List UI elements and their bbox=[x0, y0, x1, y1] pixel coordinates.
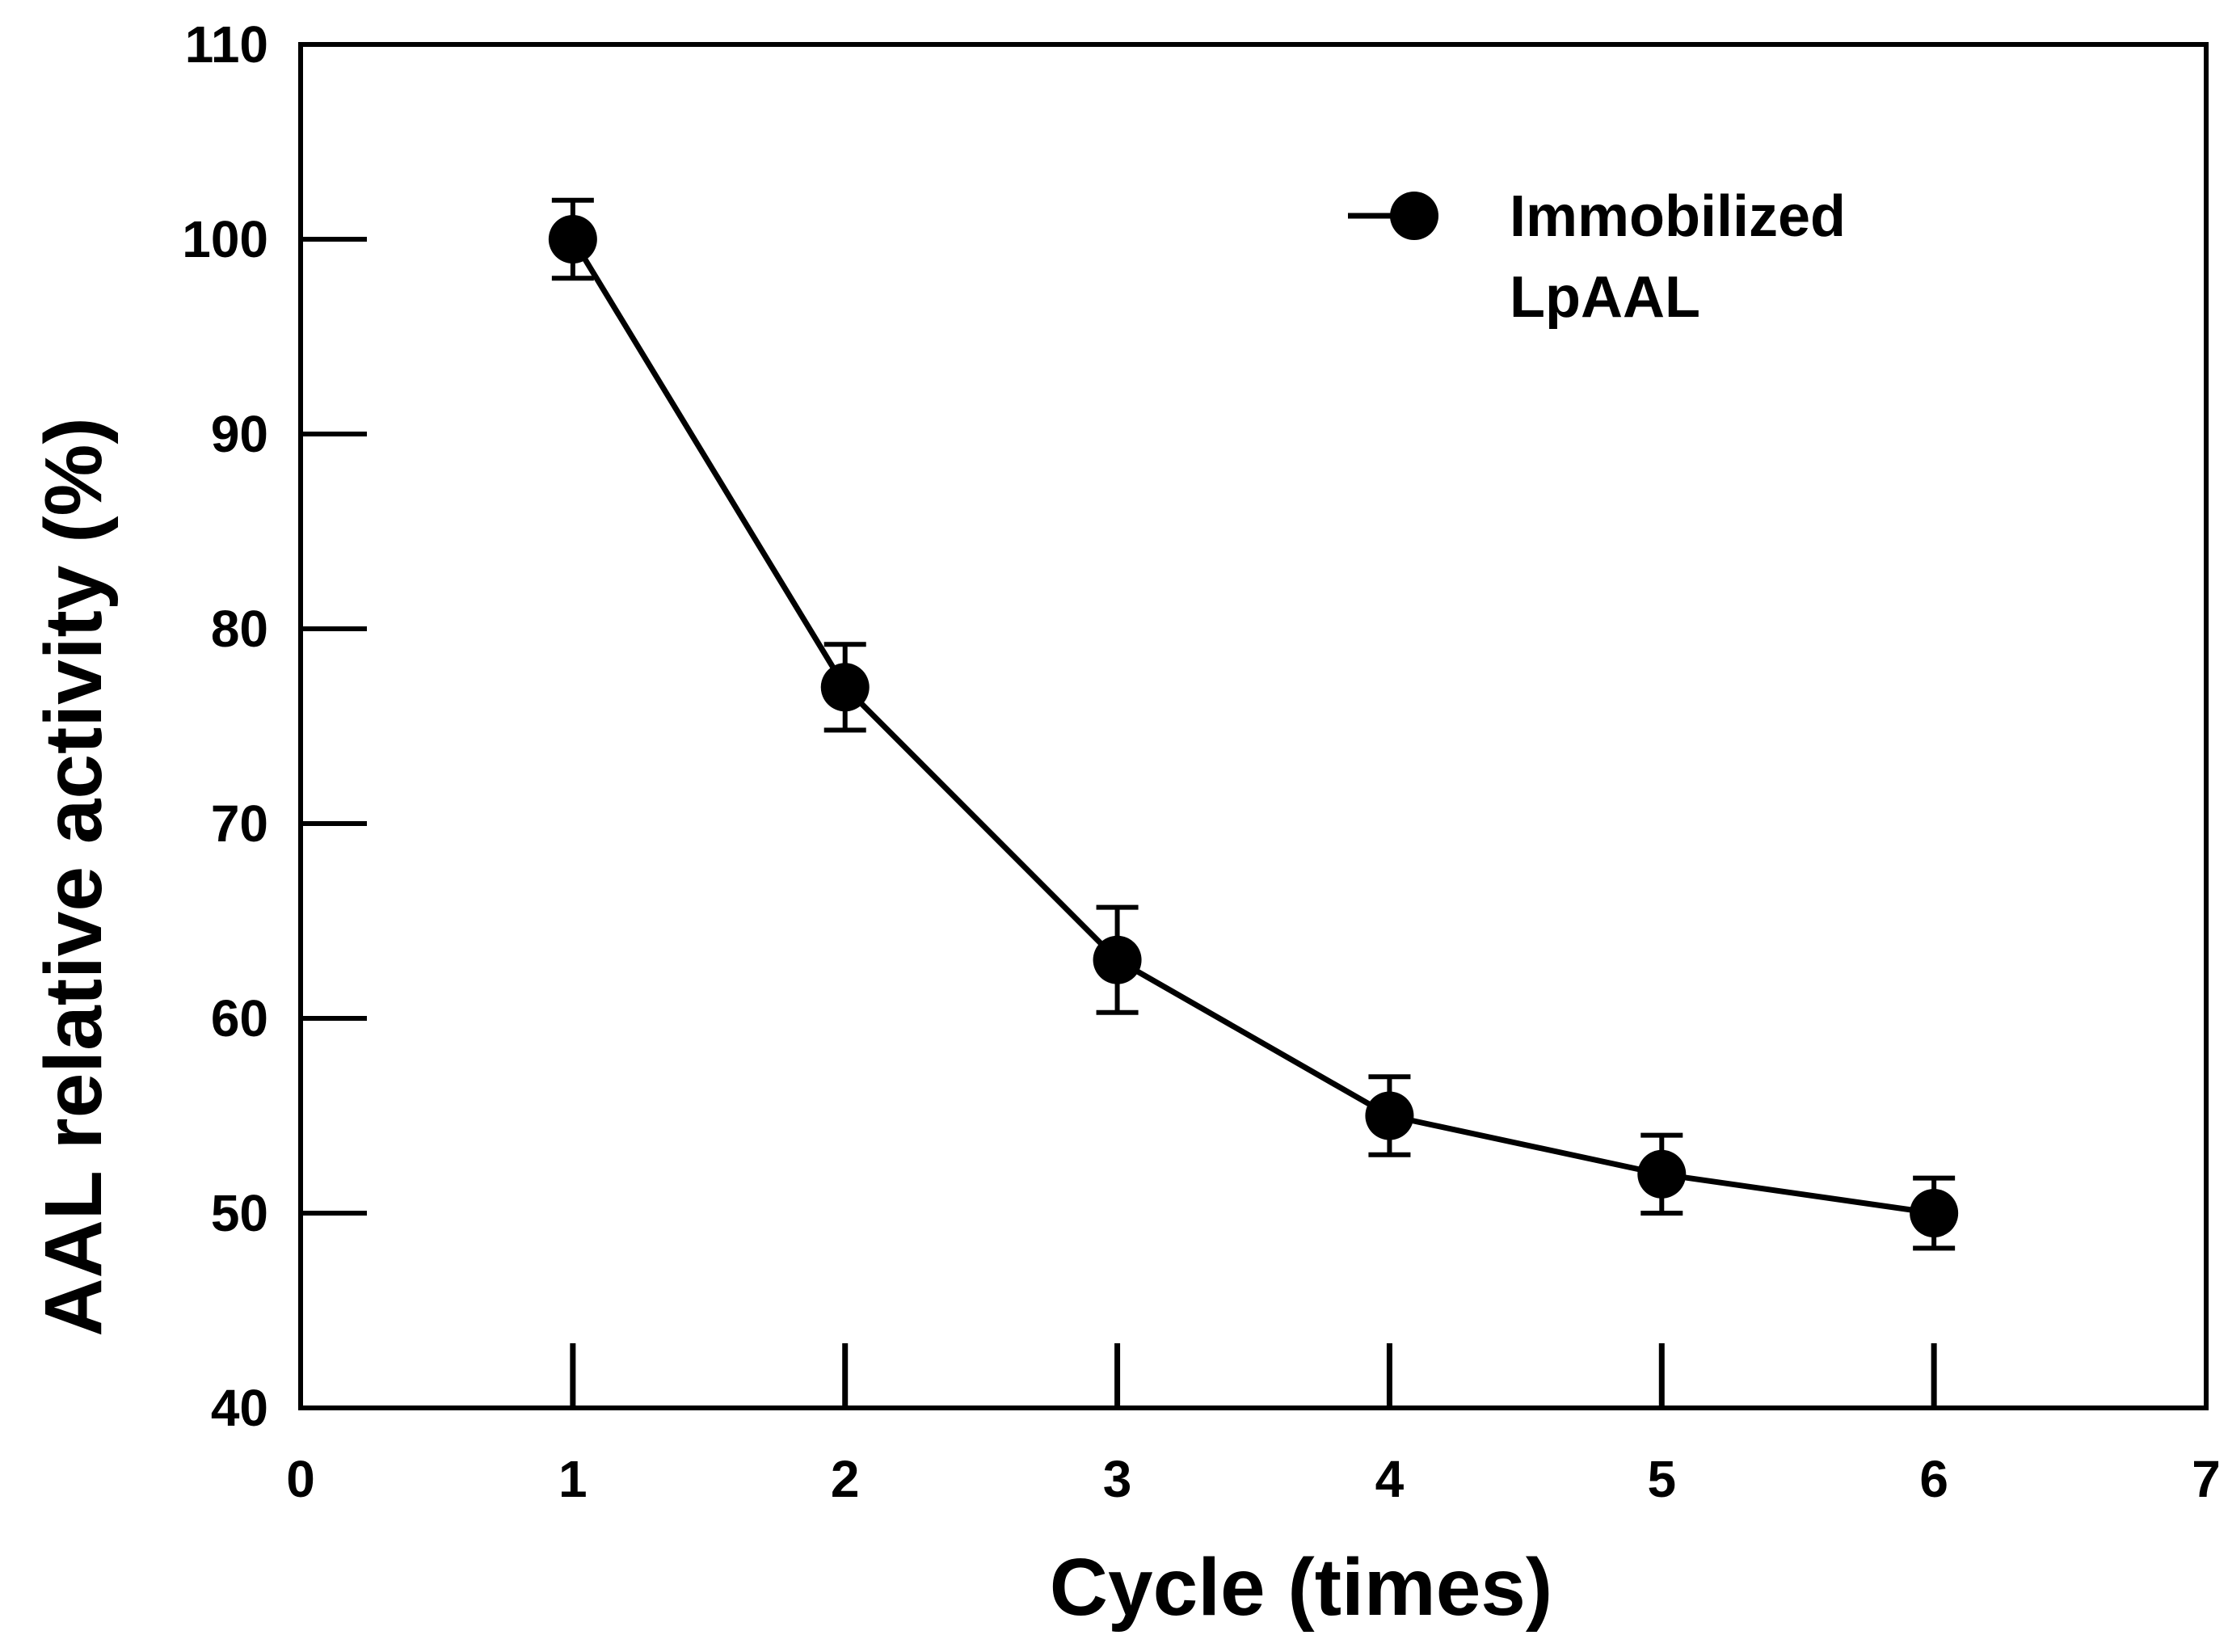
data-point bbox=[1910, 1189, 1959, 1237]
x-tick-label: 7 bbox=[2192, 1450, 2221, 1508]
data-point bbox=[1637, 1149, 1687, 1199]
y-tick-label: 70 bbox=[211, 794, 268, 853]
legend-marker bbox=[1390, 192, 1438, 240]
data-point bbox=[548, 215, 597, 263]
x-tick-label: 2 bbox=[831, 1450, 860, 1508]
x-tick-label: 4 bbox=[1375, 1450, 1405, 1508]
x-tick-label: 6 bbox=[1919, 1450, 1948, 1508]
y-tick-label: 60 bbox=[211, 989, 268, 1047]
legend-label: Immobilized bbox=[1510, 184, 1846, 249]
y-axis-title: AAL relative activity (%) bbox=[28, 417, 119, 1336]
x-axis-title: Cycle (times) bbox=[1050, 1542, 1552, 1633]
plot-frame bbox=[298, 42, 2209, 1410]
y-tick-label: 50 bbox=[211, 1184, 268, 1242]
y-tick-label: 110 bbox=[185, 15, 268, 74]
x-tick-label: 3 bbox=[1103, 1450, 1132, 1508]
data-point bbox=[1093, 935, 1142, 984]
data-point bbox=[1365, 1091, 1414, 1140]
legend: Immobilized LpAAL bbox=[1348, 184, 1846, 330]
data-point bbox=[820, 663, 870, 712]
y-tick-label: 100 bbox=[182, 210, 268, 268]
series-line bbox=[570, 238, 1935, 1216]
y-tick-label: 90 bbox=[211, 405, 268, 463]
x-tick-label: 1 bbox=[558, 1450, 588, 1508]
y-tick-label: 40 bbox=[211, 1379, 268, 1437]
y-tick-label: 80 bbox=[211, 600, 268, 658]
legend-label: LpAAL bbox=[1510, 265, 1700, 330]
x-tick-label: 5 bbox=[1647, 1450, 1676, 1508]
x-tick-label: 0 bbox=[286, 1450, 315, 1508]
